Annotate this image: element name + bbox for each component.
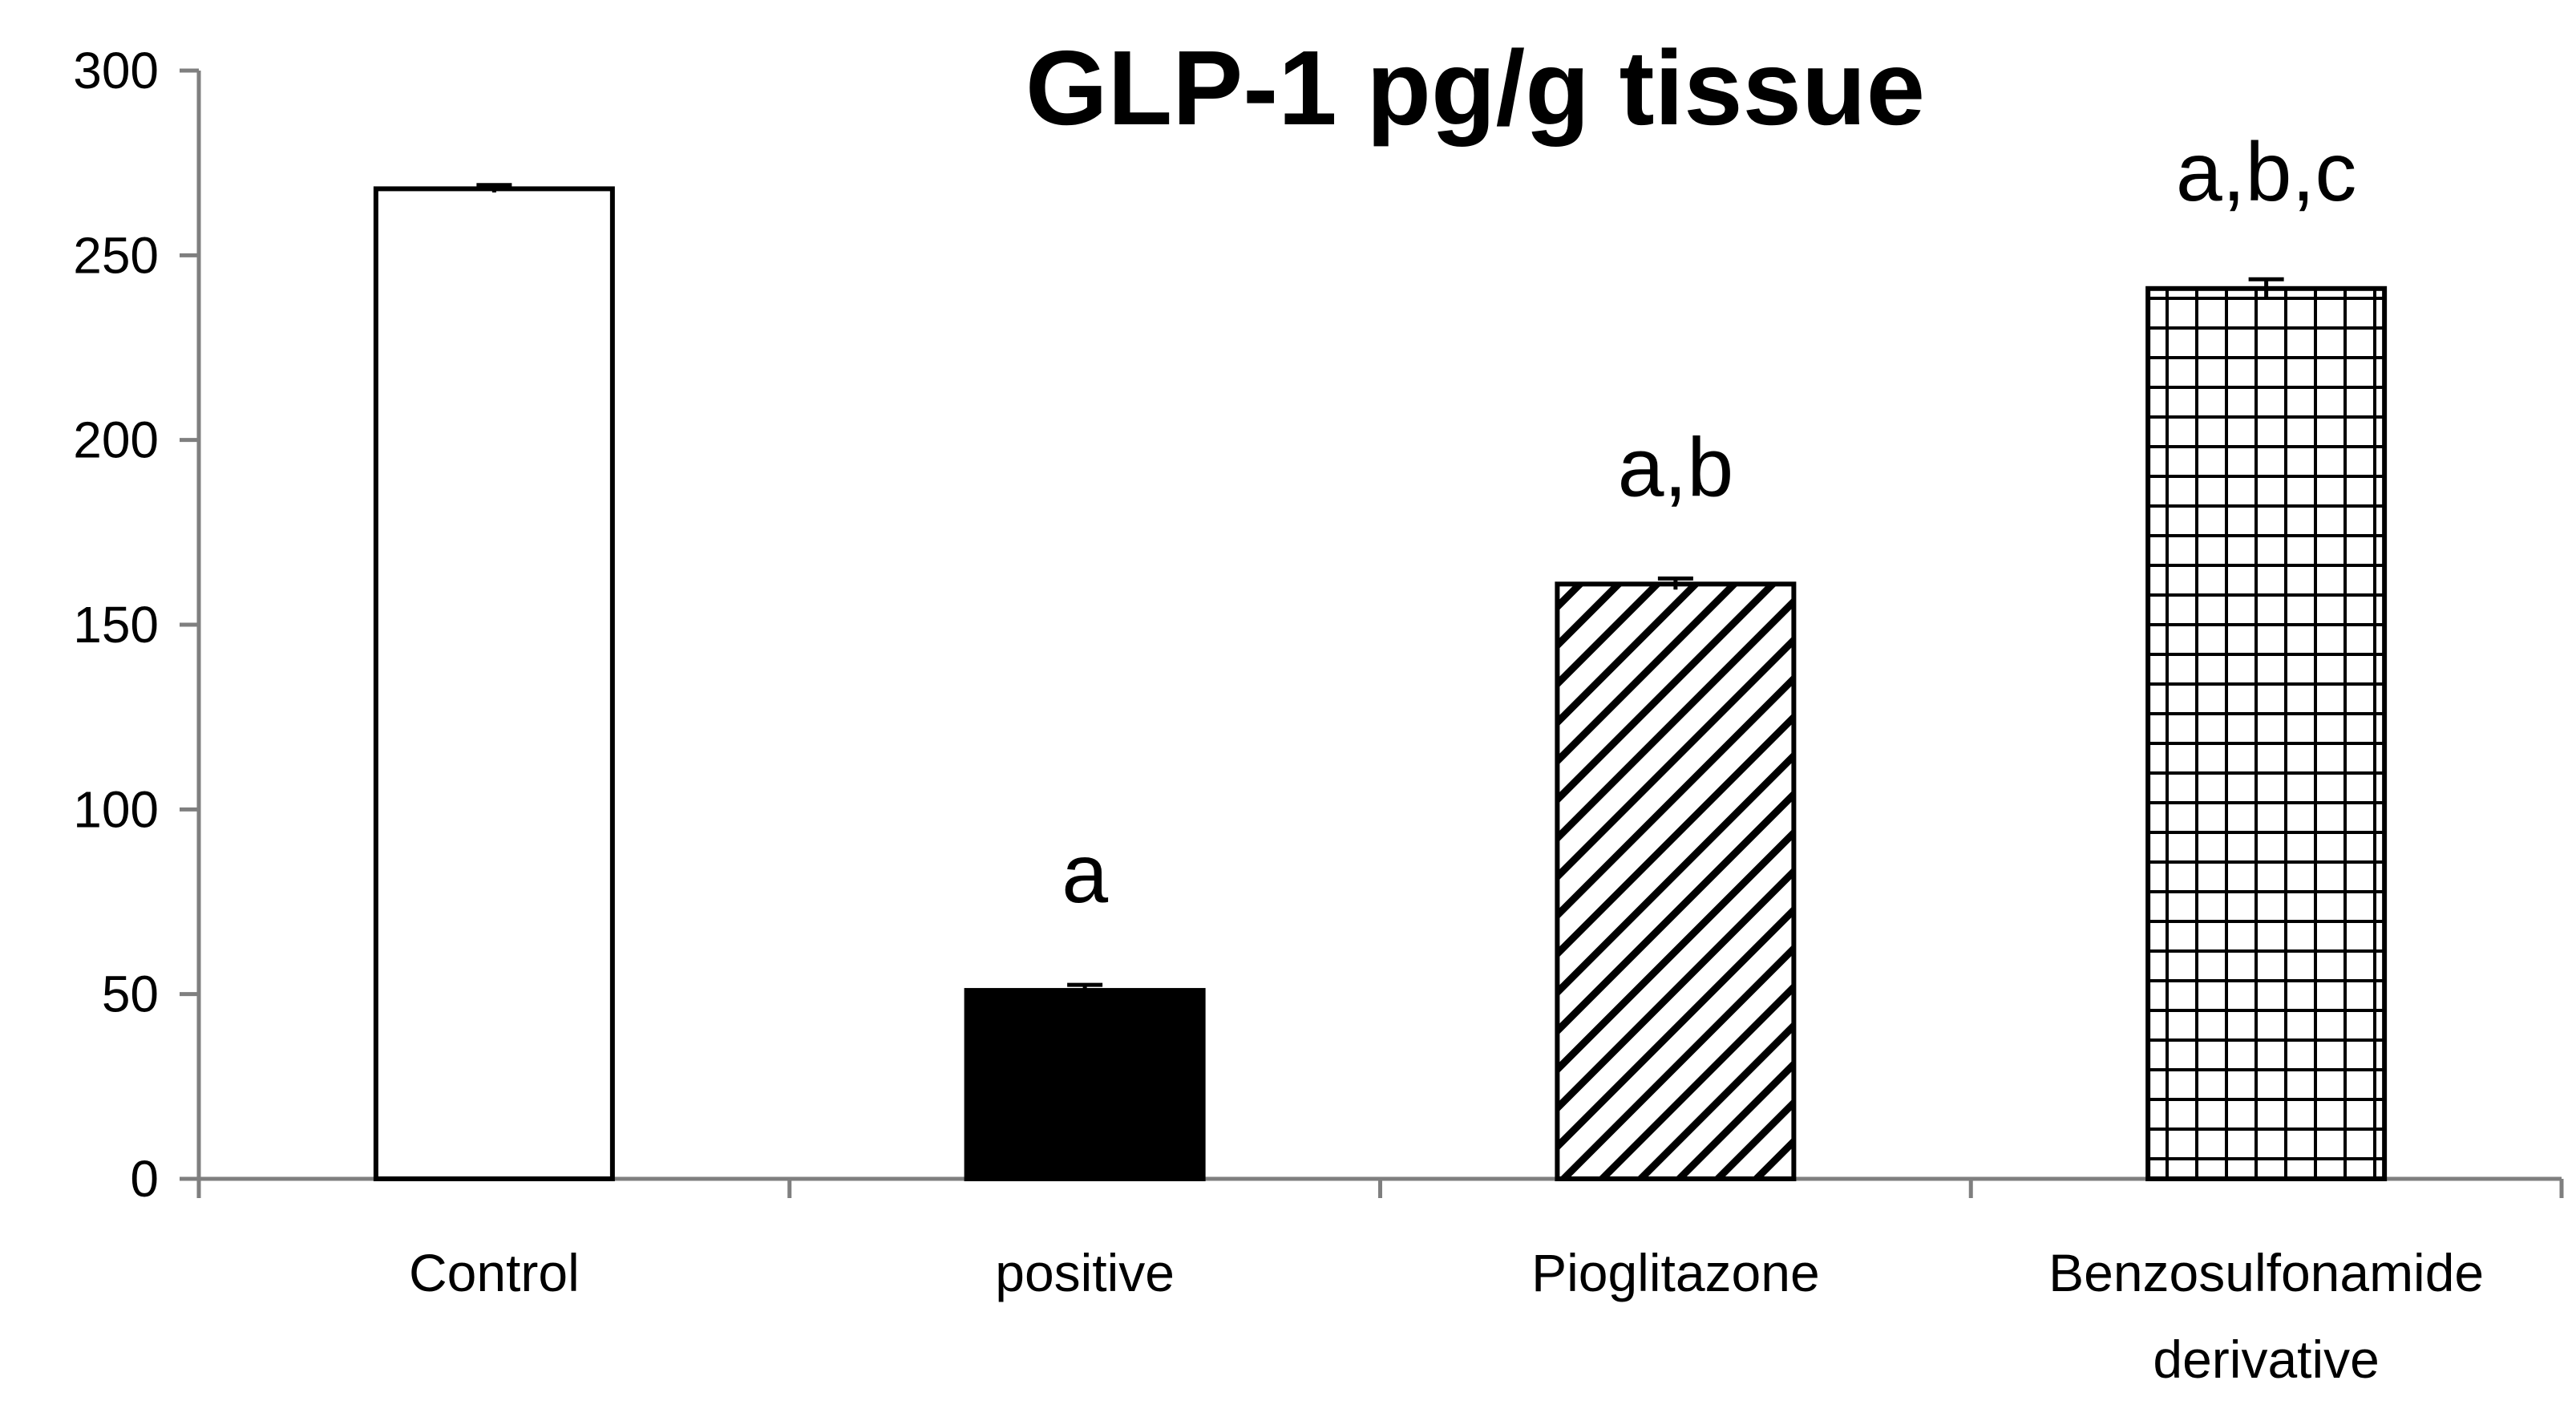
bar <box>964 988 1206 1182</box>
significance-label: a,b <box>1618 421 1734 514</box>
y-tick-label: 300 <box>73 42 159 99</box>
error-bars <box>476 183 2284 996</box>
x-category-label: Benzosulfonamide <box>2048 1243 2484 1302</box>
bars <box>373 186 2388 1182</box>
bar <box>2145 285 2388 1181</box>
significance-label: a,b,c <box>2176 126 2356 219</box>
x-category-label: Pioglitazone <box>1531 1243 1820 1302</box>
significance-label: a <box>1062 828 1108 921</box>
x-category-label: positive <box>995 1243 1175 1302</box>
y-tick-label: 0 <box>130 1150 159 1208</box>
y-tick-label: 250 <box>73 226 159 284</box>
axes: 0 50 100 150 200 250 300 <box>73 42 2564 1208</box>
chart-title: GLP-1 pg/g tissue <box>1025 29 1925 147</box>
x-category-label: derivative <box>2153 1330 2379 1389</box>
y-tick-label: 50 <box>102 966 159 1023</box>
bar <box>1555 581 1797 1181</box>
x-category-label: Control <box>409 1243 580 1302</box>
y-tick-label: 150 <box>73 596 159 654</box>
y-tick-label: 200 <box>73 411 159 469</box>
bar <box>373 186 615 1181</box>
y-tick-label: 100 <box>73 780 159 838</box>
labels: Control a positive a,b Pioglitazone a,b,c Benz… <box>409 126 2484 1389</box>
